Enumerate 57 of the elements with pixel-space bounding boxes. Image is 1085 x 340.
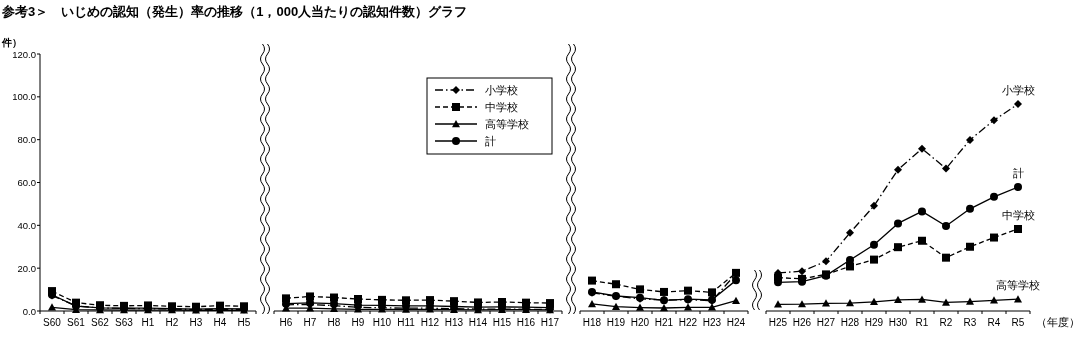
x-tick-label: H2 — [165, 317, 179, 328]
x-tick-label: S60 — [43, 317, 62, 328]
x-tick-label: H27 — [816, 317, 836, 328]
legend-label: 小学校 — [485, 84, 518, 96]
x-tick-label: R4 — [987, 317, 1001, 328]
x-tick-label: H4 — [213, 317, 227, 328]
x-tick-label: H7 — [303, 317, 317, 328]
x-tick-label: R5 — [1011, 317, 1025, 328]
x-tick-label: H17 — [540, 317, 560, 328]
x-tick-label: H3 — [189, 317, 203, 328]
x-tick-label: H24 — [726, 317, 746, 328]
series-label: 小学校 — [1001, 84, 1035, 97]
x-tick-label: H21 — [654, 317, 674, 328]
x-tick-label: H12 — [420, 317, 440, 328]
x-tick-label: S62 — [91, 317, 110, 328]
chart-title: 参考3＞ いじめの認知（発生）率の推移（1，000人当たりの認知件数）グラフ — [1, 4, 468, 19]
x-tick-label: H26 — [792, 317, 812, 328]
x-tick-label: H11 — [397, 317, 416, 328]
y-tick-label: 80.0 — [17, 134, 36, 146]
y-axis-title: 件） — [1, 37, 22, 48]
x-axis-title: （年度） — [1036, 316, 1080, 328]
x-tick-label: H22 — [678, 317, 698, 328]
x-tick-label: H28 — [840, 317, 860, 328]
x-tick-label: H15 — [492, 317, 512, 328]
x-tick-label: H25 — [768, 317, 788, 328]
x-tick-label: S61 — [67, 317, 86, 328]
x-tick-label: H30 — [888, 317, 908, 328]
x-tick-label: H16 — [516, 317, 536, 328]
x-tick-label: H29 — [864, 317, 884, 328]
x-tick-label: H23 — [702, 317, 722, 328]
legend-label: 計 — [485, 135, 496, 147]
x-tick-label: S63 — [115, 317, 134, 328]
x-tick-label: H13 — [444, 317, 464, 328]
series-label: 高等学校 — [996, 279, 1040, 292]
x-tick-label: H18 — [582, 317, 602, 328]
y-tick-label: 60.0 — [17, 177, 36, 188]
x-tick-label: H1 — [141, 317, 155, 328]
x-tick-label: H10 — [372, 317, 392, 328]
x-tick-label: R1 — [915, 317, 929, 328]
x-tick-label: H9 — [351, 317, 365, 328]
x-tick-label: H8 — [327, 317, 341, 328]
x-tick-label: H20 — [630, 317, 650, 328]
x-tick-label: R2 — [939, 317, 953, 328]
y-tick-label: 0.0 — [22, 305, 36, 317]
series-label: 中学校 — [1001, 208, 1035, 221]
x-tick-label: H5 — [237, 317, 251, 328]
y-tick-label: 100.0 — [12, 91, 36, 103]
series-label: 計 — [1012, 167, 1024, 179]
y-tick-label: 40.0 — [17, 219, 36, 231]
x-tick-label: H14 — [468, 317, 488, 328]
x-tick-label: H6 — [279, 317, 293, 328]
x-tick-label: R3 — [963, 317, 977, 328]
legend-label: 高等学校 — [485, 118, 529, 130]
y-tick-label: 120.0 — [12, 48, 36, 60]
y-tick-label: 20.0 — [17, 262, 36, 274]
legend-label: 中学校 — [485, 101, 518, 113]
x-tick-label: H19 — [606, 317, 626, 328]
